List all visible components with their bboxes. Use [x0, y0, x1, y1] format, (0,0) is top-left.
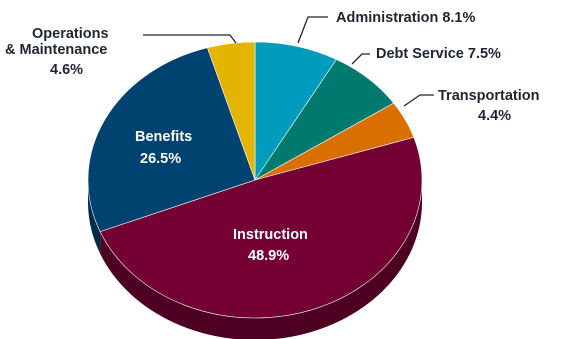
leader-line-administration	[297, 16, 328, 44]
label-transportation: Transportation	[438, 88, 540, 104]
label-operations-pct: 4.6%	[50, 62, 83, 78]
label-administration: Administration 8.1%	[336, 10, 475, 26]
pie-slices	[87, 41, 423, 319]
data-labels: Administration 8.1% Debt Service 7.5% Tr…	[5, 10, 540, 264]
pie-side-instruction	[100, 180, 422, 339]
leader-line-debt-service	[351, 53, 370, 65]
pie-slice-benefits	[87, 47, 256, 232]
label-benefits-pct: 26.5%	[140, 151, 181, 167]
pie-slice-operations-and-maintenance	[207, 41, 256, 181]
label-instruction: Instruction	[233, 227, 308, 243]
label-operations-line2: & Maintenance	[5, 42, 107, 58]
pie-3d-side	[88, 180, 422, 339]
label-benefits: Benefits	[135, 129, 192, 145]
label-operations-line1: Operations	[32, 26, 109, 42]
pie-slice-instruction	[99, 136, 423, 319]
leader-line-transportation	[403, 94, 434, 107]
label-debt-service: Debt Service 7.5%	[376, 46, 501, 62]
label-transportation-pct: 4.4%	[478, 108, 511, 124]
label-instruction-pct: 48.9%	[248, 248, 289, 264]
leader-line-operations	[143, 34, 237, 44]
pie-side-benefits	[88, 180, 101, 254]
leader-lines	[143, 16, 434, 107]
